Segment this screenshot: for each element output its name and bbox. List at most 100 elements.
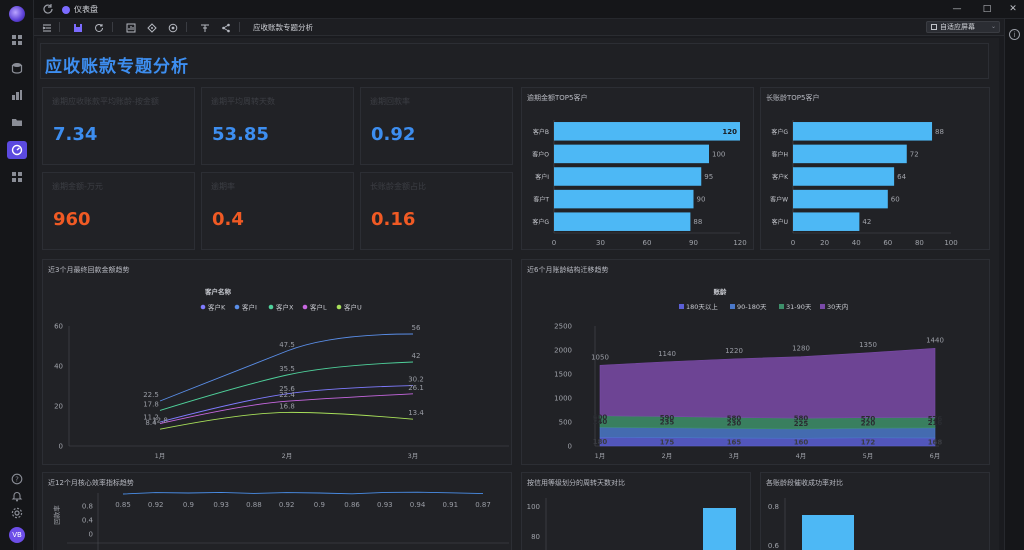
dashboard-icon[interactable] — [7, 141, 27, 159]
data-label: 88 — [935, 128, 944, 136]
kpi-value: 0.4 — [212, 209, 244, 230]
turnover-by-credit-chart-panel[interactable]: 按信用等级划分的周转天数对比 100 80 — [521, 472, 751, 550]
x-tick-label: 4月 — [796, 452, 807, 460]
bar — [554, 122, 740, 141]
settings-icon[interactable] — [7, 504, 27, 522]
data-label: 580 — [794, 415, 809, 423]
data-label: 1050 — [591, 353, 609, 361]
reload-icon[interactable] — [92, 21, 105, 34]
x-tick-label: 120 — [733, 239, 746, 247]
series-line — [159, 333, 414, 402]
collapse-menu-icon[interactable] — [40, 21, 53, 34]
data-label: 180 — [593, 438, 608, 446]
minimize-icon[interactable]: — — [952, 4, 962, 14]
legend-label: 180天以上 — [686, 302, 718, 311]
legend-label: 31-90天 — [786, 303, 812, 311]
y-tick-label: 500 — [559, 419, 572, 427]
y-axis-label: 回款率 — [52, 505, 61, 525]
data-label: 0.86 — [344, 501, 360, 509]
refresh-icon[interactable] — [42, 3, 54, 15]
chart-title: 近12个月核心效率指标趋势 — [48, 479, 134, 487]
y-tick-label: 1500 — [554, 371, 572, 379]
bell-icon[interactable] — [7, 487, 27, 505]
x-tick-label: 2月 — [282, 452, 293, 460]
kpi-value: 7.34 — [53, 124, 98, 145]
category-label: 客户T — [533, 196, 549, 204]
share-icon[interactable] — [219, 21, 232, 34]
category-label: 客户I — [535, 173, 549, 181]
kpi-label: 逾期平均周转天数 — [211, 97, 275, 106]
chart-title: 逾期金额TOP5客户 — [527, 94, 588, 102]
kpi-value: 53.85 — [212, 124, 269, 145]
help-icon[interactable]: ? — [7, 470, 27, 488]
legend-label: 客户X — [276, 303, 294, 312]
category-label: 客户U — [772, 218, 788, 226]
y-tick-label: 0.4 — [82, 517, 94, 525]
kpi-card[interactable]: 逾期平均周转天数 53.85 — [201, 87, 354, 165]
bar — [793, 122, 933, 141]
y-tick-label: 2500 — [554, 323, 572, 331]
turnover-by-credit-bar-chart: 100 80 — [527, 498, 736, 550]
save-icon[interactable] — [71, 21, 84, 34]
data-label: 12.8 — [152, 416, 168, 424]
data-label: 47.5 — [279, 341, 295, 349]
kpi-card[interactable]: 逾期应收账款平均账龄-按金额 7.34 — [42, 87, 195, 165]
collection-success-chart-panel[interactable]: 各账龄段催收成功率对比 0.8 0.6 — [760, 472, 990, 550]
kpi-label: 逾期应收账款平均账龄-按金额 — [52, 97, 159, 106]
area-series — [599, 437, 936, 447]
tab-dashboard[interactable]: 仪表盘 — [62, 3, 98, 16]
y-tick-label: 0 — [59, 443, 63, 451]
aging-structure-chart-panel[interactable]: 近6个月账龄结构迁移趋势 账龄 180天以上 90-180天 31-90天 30天内 0 5… — [521, 259, 990, 465]
info-icon[interactable]: i — [1009, 29, 1020, 40]
fit-screen-dropdown[interactable]: 自适应屏幕 ⌄ — [926, 21, 1000, 33]
bar — [793, 167, 895, 186]
legend-marker — [302, 304, 308, 310]
series-line — [159, 385, 414, 423]
chart-icon[interactable] — [7, 86, 27, 104]
legend-marker — [268, 304, 274, 310]
long-aging-top5-chart-panel[interactable]: 长账龄TOP5客户 0 20 40 60 80 100 客户G 88 客户H 72 客户K 64 客户W… — [760, 87, 990, 250]
kpi-value: 960 — [53, 209, 91, 230]
target-icon[interactable] — [166, 21, 179, 34]
legend-label: 客户L — [310, 303, 327, 312]
kpi-card[interactable]: 逾期金额-万元 960 — [42, 172, 195, 250]
kpi-card[interactable]: 长账龄金额占比 0.16 — [360, 172, 513, 250]
aging-structure-area-chart: 账龄 180天以上 90-180天 31-90天 30天内 0 500 1000 1500 200… — [554, 287, 944, 460]
bar — [793, 144, 907, 164]
title-bar: 仪表盘 — □ ✕ — [34, 0, 1024, 19]
data-label: 220 — [861, 419, 876, 427]
apps-icon[interactable] — [7, 168, 27, 186]
x-tick-label: 0 — [791, 239, 795, 247]
kpi-card[interactable]: 逾期率 0.4 — [201, 172, 354, 250]
grid-icon[interactable] — [7, 31, 27, 49]
overdue-top5-chart-panel[interactable]: 逾期金额TOP5客户 0 30 60 90 120 客户B 120 客户O 100 客户I 95 客户… — [521, 87, 754, 250]
layers-icon[interactable] — [145, 21, 158, 34]
legend-label: 90-180天 — [737, 303, 767, 311]
x-tick-label: 1月 — [595, 452, 606, 460]
data-label: 1220 — [725, 347, 743, 355]
user-avatar[interactable]: VB — [9, 527, 25, 543]
collection-trend-chart-panel[interactable]: 近3个月最终回款金额趋势 客户名称 客户K 客户I 客户X 客户L 客户U 0 20 40 60 1… — [42, 259, 512, 465]
category-label: 客户G — [532, 218, 549, 226]
app-logo — [9, 6, 25, 22]
legend-marker — [234, 304, 240, 310]
y-tick-label: 0.6 — [768, 542, 780, 550]
y-tick-label: 0.8 — [82, 503, 93, 511]
close-icon[interactable]: ✕ — [1009, 4, 1017, 14]
kpi-card[interactable]: 逾期回款率 0.92 — [360, 87, 513, 165]
data-label: 8.4 — [145, 419, 157, 427]
efficiency-trend-chart-panel[interactable]: 近12个月核心效率指标趋势 回款率 0.8 0.4 0 0.85 0.92 0.9 0.93 0… — [42, 472, 512, 550]
chart-title: 长账龄TOP5客户 — [766, 94, 820, 102]
dashboard-tab-icon — [62, 5, 70, 14]
folder-icon[interactable] — [7, 113, 27, 131]
data-label: 235 — [660, 419, 675, 427]
data-table-icon[interactable] — [124, 21, 137, 34]
maximize-icon[interactable]: □ — [982, 4, 992, 14]
data-label: 95 — [704, 173, 713, 181]
data-label: 120 — [722, 128, 737, 136]
filter-icon[interactable] — [198, 21, 211, 34]
database-icon[interactable] — [7, 59, 27, 77]
category-label: 客户H — [771, 150, 788, 158]
data-label: 160 — [794, 439, 809, 447]
data-label: 0.93 — [377, 501, 393, 509]
